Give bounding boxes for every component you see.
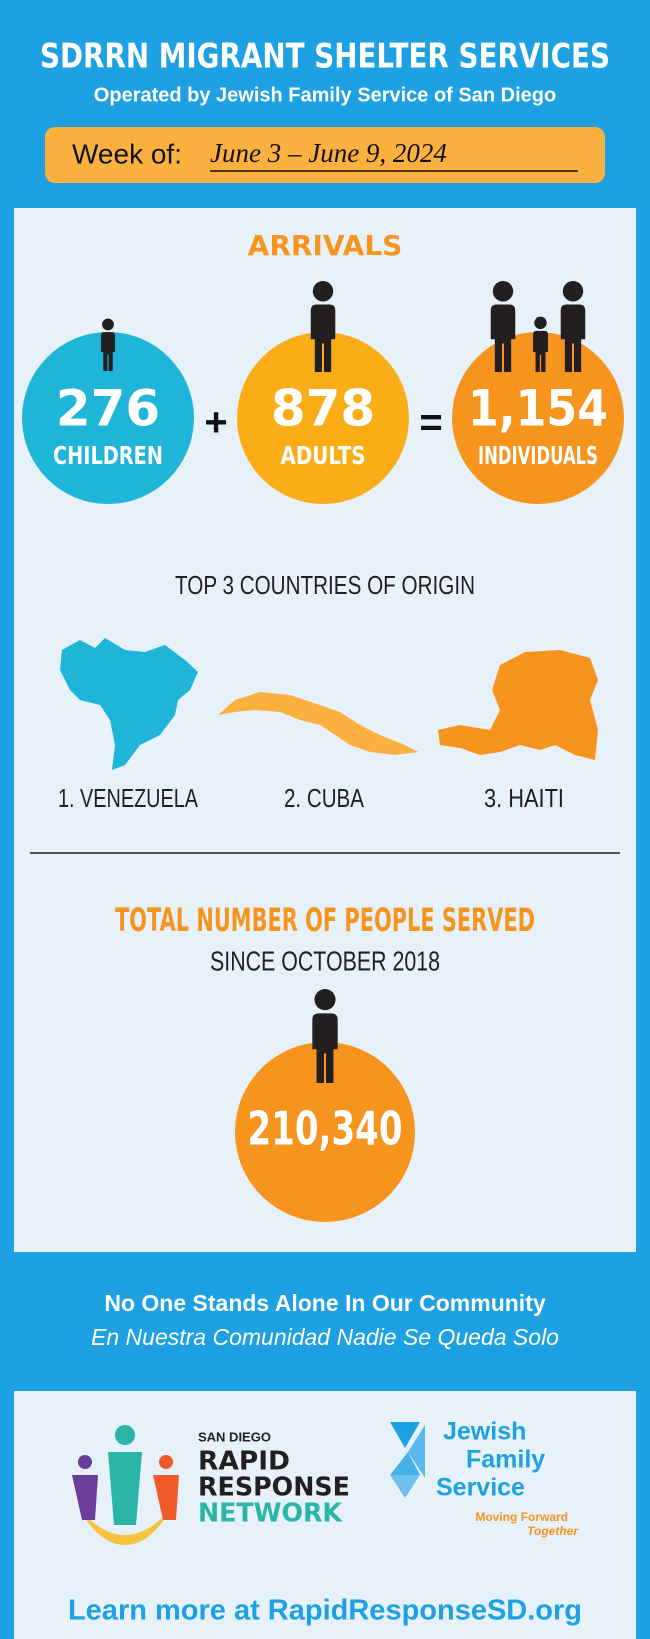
country-label: 2. CUBA — [284, 783, 365, 813]
total-subtitle: SINCE OCTOBER 2018 — [210, 945, 440, 976]
total-value: 210,340 — [248, 1102, 403, 1156]
individuals-label: INDIVIDUALS — [478, 441, 598, 470]
jfs-icon — [390, 1422, 425, 1498]
jfs-logo-text: Family — [466, 1446, 545, 1474]
children-circle — [22, 332, 194, 504]
individuals-circle — [452, 332, 624, 504]
sdrrn-icon — [72, 1425, 179, 1545]
adults-value: 878 — [271, 380, 375, 438]
tagline: No One Stands Alone In Our Community — [104, 1290, 545, 1316]
sdrrn-logo-text: RESPONSE — [198, 1473, 350, 1503]
cuba-map — [218, 692, 418, 755]
adults-label: ADULTS — [281, 441, 366, 470]
equals: = — [419, 401, 442, 445]
individuals-value: 1,154 — [468, 380, 608, 438]
subtitle: Operated by Jewish Family Service of San… — [94, 84, 556, 106]
country-label: 1. VENEZUELA — [58, 783, 198, 813]
week-label: Week of: — [72, 138, 182, 169]
jfs-slogan: Moving Forward — [475, 1510, 568, 1524]
week: June 3 – June 9, 2024 — [210, 138, 447, 168]
country-label: 3. HAITI — [484, 783, 564, 813]
total-title: TOTAL NUMBER OF PEOPLE SERVED — [115, 901, 535, 939]
jfs-logo-text: Jewish — [443, 1418, 526, 1446]
sdrrn-logo-text: SAN DIEGO — [198, 1429, 271, 1444]
venezuela-map — [60, 638, 198, 770]
countries-title: TOP 3 COUNTRIES OF ORIGIN — [175, 570, 475, 600]
jfs-slogan: Together — [527, 1524, 579, 1538]
adults-circle — [237, 332, 409, 504]
title: SDRRN MIGRANT SHELTER SERVICES — [40, 37, 610, 77]
plus: + — [204, 401, 227, 445]
week-box — [45, 127, 605, 183]
tagline-es: En Nuestra Comunidad Nadie Se Queda Solo — [91, 1324, 559, 1350]
children-value: 276 — [56, 380, 160, 438]
jfs-logo-text: Service — [436, 1474, 525, 1502]
sdrrn-logo-text: NETWORK — [198, 1499, 343, 1529]
arrivals-title: ARRIVALS — [248, 229, 403, 262]
haiti-map — [438, 650, 598, 760]
link[interactable]: Learn more at RapidResponseSD.org — [68, 1595, 582, 1627]
children-label: CHILDREN — [53, 441, 163, 470]
total-circle — [235, 1042, 415, 1222]
sdrrn-logo-text: RAPID — [198, 1447, 290, 1477]
